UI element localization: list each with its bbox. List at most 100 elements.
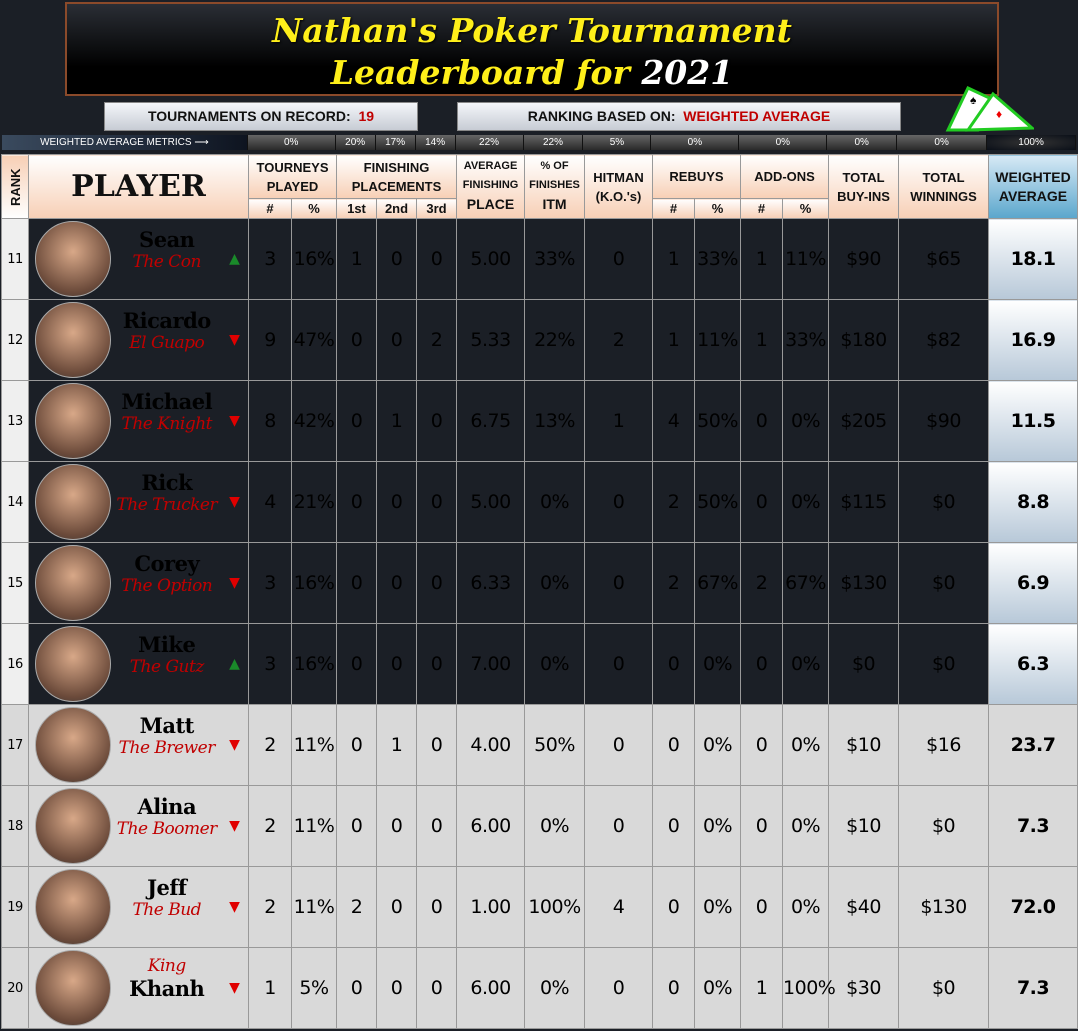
played_pct-cell: 11%: [291, 704, 337, 786]
rebuys-cell: 0: [652, 947, 696, 1029]
player-name: Rick: [141, 470, 193, 495]
trend-down-icon: ▼: [220, 380, 249, 462]
metric-weight: 22%: [523, 135, 584, 150]
addons-cell: 2: [740, 542, 784, 624]
played-cell: 3: [248, 218, 292, 300]
addons_pct-cell: 11%: [782, 218, 830, 300]
rank-cell: 18: [1, 785, 29, 867]
buyins-cell: $0: [828, 623, 900, 705]
finishing-header: FINISHING PLACEMENTS: [335, 154, 458, 199]
player-nickname: El Guapo: [129, 333, 205, 353]
rank-cell: 19: [1, 866, 29, 948]
itm-cell: 0%: [524, 785, 586, 867]
weighted-cell: 8.8: [988, 461, 1078, 543]
trend-down-icon: ▼: [220, 542, 249, 624]
avg-label: AVERAGE FINISHING: [462, 160, 519, 191]
winnings-cell: $82: [898, 299, 990, 381]
weighted-cell: 18.1: [988, 218, 1078, 300]
itm-cell: 22%: [524, 299, 586, 381]
played-pct-header: %: [291, 198, 337, 219]
rebuys-cell: 1: [652, 218, 696, 300]
addons_pct-cell: 67%: [782, 542, 830, 624]
p2-cell: 1: [376, 704, 417, 786]
metric-weight: 0%: [247, 135, 336, 150]
rebuys_pct-cell: 50%: [694, 461, 742, 543]
played-cell: 9: [248, 299, 292, 381]
metric-weight: 14%: [415, 135, 456, 150]
table-row: 17 Matt The Brewer ▼ 2 11% 0 1 0 4.00 50% 0 0 0% 0 0%…: [1, 704, 1078, 786]
tournaments-on-record: TOURNAMENTS ON RECORD: 19: [104, 102, 418, 131]
player-nickname: The Bud: [132, 900, 202, 920]
played_pct-cell: 42%: [291, 380, 337, 462]
addons-cell: 1: [740, 947, 784, 1029]
avg-cell: 6.00: [456, 785, 526, 867]
buyins-cell: $30: [828, 947, 900, 1029]
rank-cell: 17: [1, 704, 29, 786]
metric-weight: 5%: [583, 135, 652, 150]
weighted-cell: 72.0: [988, 866, 1078, 948]
winnings-cell: $65: [898, 218, 990, 300]
hitman-cell: 0: [584, 542, 654, 624]
p2-cell: 0: [376, 461, 417, 543]
hitman-cell: 1: [584, 380, 654, 462]
title-line-2: Leaderboard for 2021: [67, 52, 997, 94]
weighted-cell: 7.3: [988, 947, 1078, 1029]
weighted-cell: 11.5: [988, 380, 1078, 462]
played-cell: 8: [248, 380, 292, 462]
table-row: 15 Corey The Option ▼ 3 16% 0 0 0 6.33 0% 0 2 67% 2 6…: [1, 542, 1078, 624]
p1-cell: 0: [336, 299, 377, 381]
hitman-cell: 2: [584, 299, 654, 381]
first-header: 1st: [336, 198, 377, 219]
hitman-cell: 0: [584, 623, 654, 705]
weighted-header: WEIGHTED AVERAGE: [988, 154, 1078, 219]
table-row: 13 Michael The Knight ▼ 8 42% 0 1 0 6.75 13% 1 4 50…: [1, 380, 1078, 462]
playing-cards-icon: ♠♦: [945, 86, 1034, 132]
itm-cell: 0%: [524, 542, 586, 624]
page-title: Nathan's Poker Tournament Leaderboard fo…: [65, 2, 999, 96]
addons-cell: 0: [740, 461, 784, 543]
itm-cell: 13%: [524, 380, 586, 462]
p2-cell: 0: [376, 947, 417, 1029]
hitman-cell: 0: [584, 461, 654, 543]
hitman-cell: 0: [584, 785, 654, 867]
buyins-cell: $180: [828, 299, 900, 381]
rebuys_pct-cell: 0%: [694, 947, 742, 1029]
addons_pct-cell: 100%: [782, 947, 836, 1029]
addons-cell: 0: [740, 785, 784, 867]
weighted-average-metrics: WEIGHTED AVERAGE METRICS ⟶ 0% 20% 17% 14% 22%…: [2, 135, 1077, 150]
metric-weight: 17%: [375, 135, 416, 150]
addons-cell: 1: [740, 218, 784, 300]
metric-weight: 100%: [987, 135, 1077, 150]
player-nickname: King: [147, 956, 186, 976]
trend-down-icon: ▼: [220, 785, 249, 867]
addons-cell: 0: [740, 704, 784, 786]
played_pct-cell: 16%: [291, 218, 337, 300]
trend-up-icon: ▲: [220, 218, 249, 300]
hitman-header: HITMAN (K.O.'s): [584, 154, 654, 219]
p2-cell: 0: [376, 623, 417, 705]
player-avatar: [35, 869, 111, 945]
table-row: 19 Jeff The Bud ▼ 2 11% 2 0 0 1.00 100% 4 0 0% 0 0% $4…: [1, 866, 1078, 948]
rebuys-cell: 2: [652, 542, 696, 624]
tourneys-header: TOURNEYS PLAYED: [248, 154, 337, 199]
avg-header: AVERAGE FINISHING PLACE: [456, 154, 526, 219]
player-avatar: [35, 707, 111, 783]
player-cell: Rick The Trucker: [28, 461, 221, 543]
title-year: 2021: [641, 53, 734, 92]
rebuys-cell: 2: [652, 461, 696, 543]
title-text: Leaderboard for: [330, 53, 630, 92]
winnings-cell: $0: [898, 623, 990, 705]
addons_pct-cell: 0%: [782, 785, 830, 867]
table-row: 12 Ricardo El Guapo ▼ 9 47% 0 0 2 5.33 22% 2 1 11% 1…: [1, 299, 1078, 381]
player-name: Jeff: [147, 875, 187, 900]
rebuys_pct-cell: 11%: [694, 299, 742, 381]
rebuys_pct-cell: 33%: [694, 218, 742, 300]
table-row: 18 Alina The Boomer ▼ 2 11% 0 0 0 6.00 0% 0 0 0% 0 0%…: [1, 785, 1078, 867]
avg-sub: PLACE: [466, 196, 515, 212]
metric-weight: 0%: [651, 135, 740, 150]
hitman-cell: 0: [584, 704, 654, 786]
player-nickname: The Gutz: [129, 657, 205, 677]
metric-weight: 22%: [455, 135, 524, 150]
buyins-cell: $130: [828, 542, 900, 624]
rebuys-pct-header: %: [694, 198, 742, 219]
